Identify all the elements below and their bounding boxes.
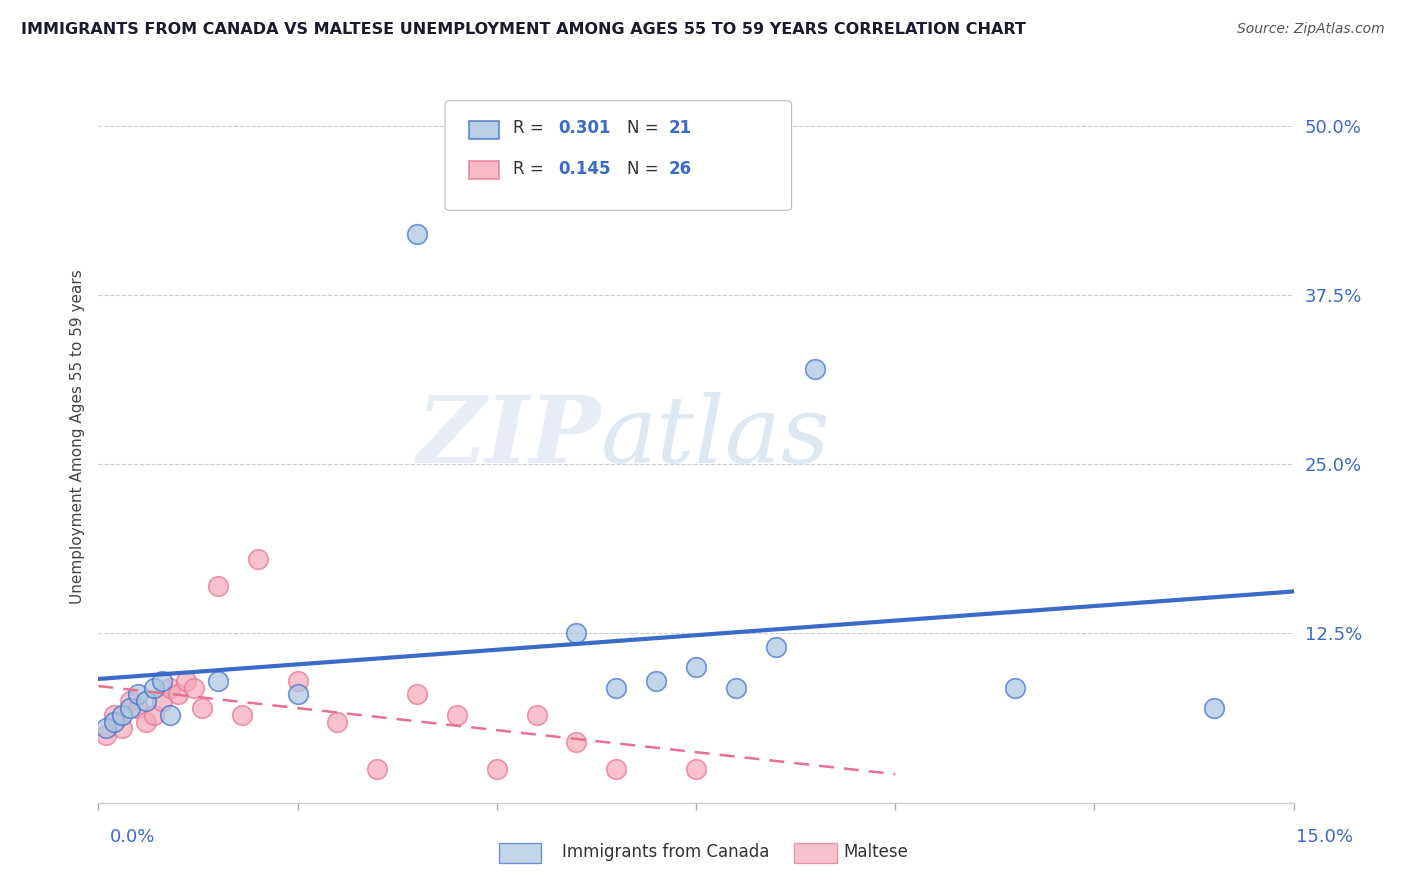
Point: [120, 694, 142, 708]
Point: [246, 552, 269, 566]
Point: [565, 626, 588, 640]
FancyBboxPatch shape: [470, 161, 499, 179]
Point: [135, 714, 157, 729]
Point: [1004, 681, 1026, 695]
Point: [685, 660, 707, 674]
Text: R =: R =: [513, 120, 550, 137]
Point: [143, 707, 166, 722]
Point: [326, 714, 349, 729]
Text: Maltese: Maltese: [844, 843, 908, 861]
Point: [1202, 701, 1225, 715]
Point: [565, 735, 588, 749]
Point: [96, 728, 118, 742]
Point: [111, 707, 134, 722]
Point: [143, 681, 166, 695]
Y-axis label: Unemployment Among Ages 55 to 59 years: Unemployment Among Ages 55 to 59 years: [69, 269, 84, 605]
Point: [406, 688, 429, 702]
Point: [127, 701, 149, 715]
FancyBboxPatch shape: [470, 120, 499, 139]
Text: 26: 26: [668, 160, 692, 178]
Text: atlas: atlas: [600, 392, 830, 482]
Point: [150, 673, 173, 688]
Text: IMMIGRANTS FROM CANADA VS MALTESE UNEMPLOYMENT AMONG AGES 55 TO 59 YEARS CORRELA: IMMIGRANTS FROM CANADA VS MALTESE UNEMPL…: [21, 22, 1026, 37]
Point: [287, 688, 309, 702]
Point: [287, 673, 309, 688]
Point: [127, 688, 149, 702]
Point: [191, 701, 214, 715]
Point: [231, 707, 253, 722]
Point: [526, 707, 548, 722]
Point: [765, 640, 787, 654]
Point: [183, 681, 205, 695]
FancyBboxPatch shape: [446, 101, 792, 211]
Point: [167, 688, 190, 702]
Text: Source: ZipAtlas.com: Source: ZipAtlas.com: [1237, 22, 1385, 37]
Point: [150, 694, 173, 708]
Point: [406, 227, 429, 241]
Point: [207, 579, 229, 593]
Point: [159, 707, 181, 722]
Point: [120, 701, 142, 715]
Text: ZIP: ZIP: [416, 392, 600, 482]
Point: [605, 681, 627, 695]
Point: [111, 721, 134, 735]
Text: 21: 21: [668, 120, 692, 137]
Point: [96, 721, 118, 735]
Text: N =: N =: [627, 120, 664, 137]
Point: [645, 673, 668, 688]
Point: [174, 673, 197, 688]
Point: [605, 762, 627, 776]
Point: [485, 762, 508, 776]
Point: [159, 681, 181, 695]
Point: [804, 362, 827, 376]
Text: N =: N =: [627, 160, 664, 178]
Point: [103, 714, 125, 729]
Text: 0.145: 0.145: [558, 160, 612, 178]
Text: 15.0%: 15.0%: [1295, 828, 1353, 846]
Text: 0.0%: 0.0%: [110, 828, 155, 846]
Point: [685, 762, 707, 776]
Point: [103, 707, 125, 722]
Text: Immigrants from Canada: Immigrants from Canada: [562, 843, 769, 861]
Point: [724, 681, 747, 695]
Text: R =: R =: [513, 160, 550, 178]
Point: [135, 694, 157, 708]
Point: [446, 707, 468, 722]
Point: [207, 673, 229, 688]
Text: 0.301: 0.301: [558, 120, 612, 137]
Point: [366, 762, 388, 776]
